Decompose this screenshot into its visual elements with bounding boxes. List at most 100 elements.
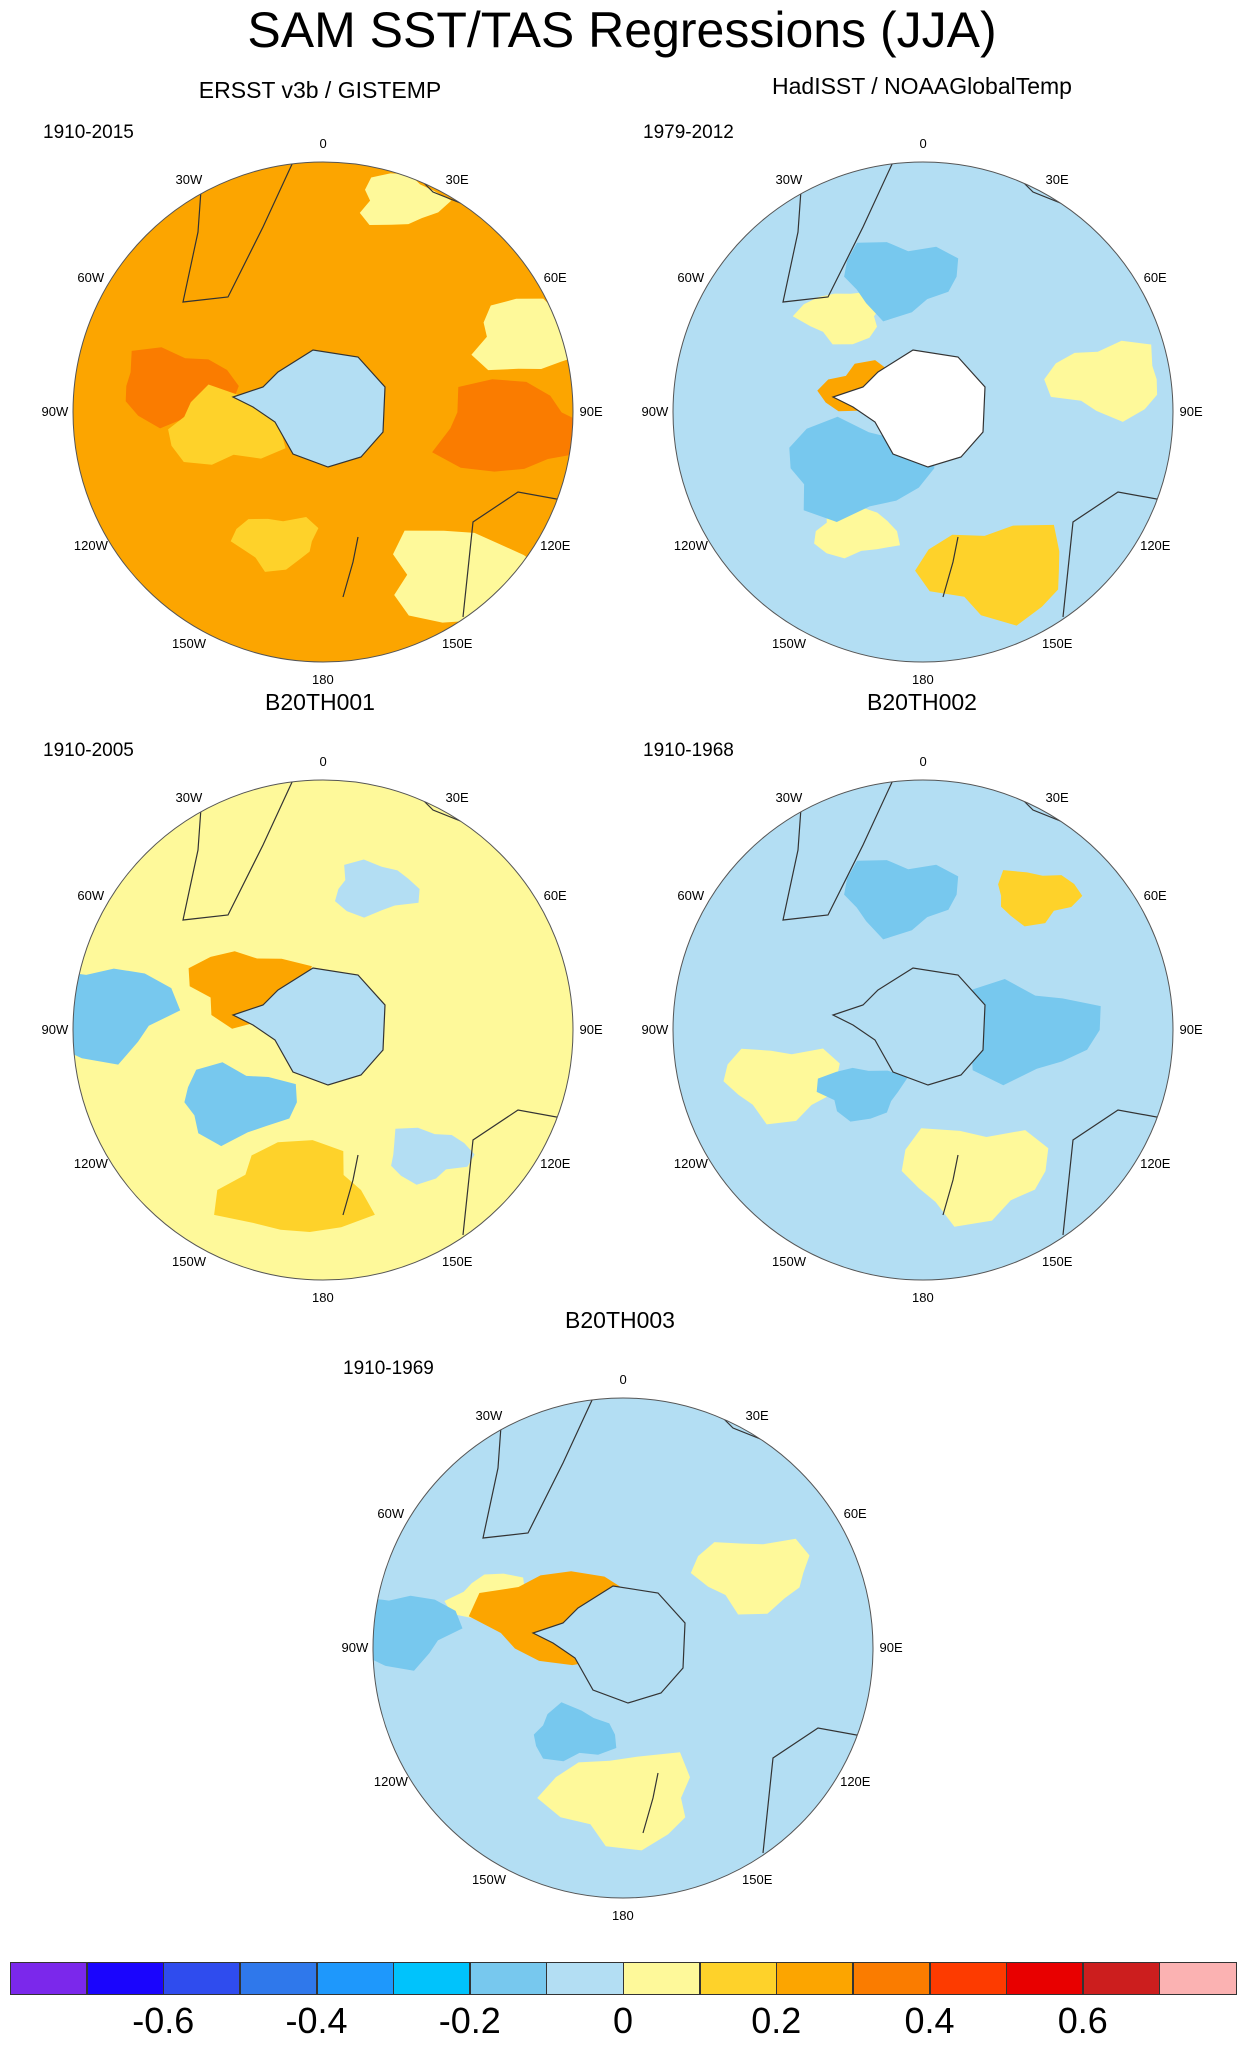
longitude-label: 180 xyxy=(912,1290,934,1305)
colorbar-swatch xyxy=(1006,1962,1084,1995)
contour-region xyxy=(901,1128,1049,1227)
new-zealand-coastline xyxy=(342,1154,359,1216)
longitude-label: 30W xyxy=(175,171,203,187)
longitude-label: 90W xyxy=(41,1022,69,1037)
longitude-label: 180 xyxy=(912,672,934,687)
colorbar-tick-label: -0.6 xyxy=(132,2000,195,2041)
longitude-label: 90W xyxy=(341,1640,369,1655)
longitude-label: 30E xyxy=(445,789,469,805)
colorbar-tick-label: 0 xyxy=(612,2000,634,2041)
longitude-label: 90E xyxy=(579,1022,603,1037)
contour-region xyxy=(1044,340,1158,422)
contour-region xyxy=(432,379,573,472)
contour-region xyxy=(816,1067,908,1122)
contour-region xyxy=(125,347,239,429)
contour-field xyxy=(673,780,1173,1280)
longitude-label: 30W xyxy=(775,789,803,805)
longitude-label: 90E xyxy=(1179,404,1203,419)
new-zealand-coastline xyxy=(942,1154,959,1216)
map-boundary xyxy=(72,161,574,663)
longitude-label: 60E xyxy=(543,270,567,285)
longitude-label: 30W xyxy=(775,171,803,187)
panel-title: ERSST v3b / GISTEMP xyxy=(198,77,442,103)
longitude-label: 60W xyxy=(677,888,705,903)
contour-region xyxy=(391,1127,475,1185)
south-america-coastline xyxy=(782,162,894,303)
antarctica-coastline xyxy=(831,967,986,1086)
longitude-label: 150E xyxy=(1042,1254,1073,1270)
contour-field xyxy=(373,1398,873,1898)
map-panel-ersst-gistemp: ERSST v3b / GISTEMP 1910-2015 0 30E 60E 90E… xyxy=(0,70,603,687)
longitude-label: 150E xyxy=(742,1872,773,1888)
new-zealand-coastline xyxy=(642,1772,659,1834)
australia-coastline xyxy=(762,1727,873,1854)
longitude-label: 0 xyxy=(919,754,927,769)
antarctica-coastline xyxy=(531,1585,686,1704)
colorbar-swatch xyxy=(852,1962,930,1995)
map-panel-hadisst-noaaglobaltemp: HadISST / NOAAGlobalTemp 1979-2012 0 30E 6… xyxy=(600,70,1203,687)
contour-region xyxy=(844,242,959,322)
antarctica-coastline xyxy=(231,349,386,468)
colorbar-swatch xyxy=(393,1962,471,1995)
antarctica-coastline xyxy=(831,349,986,468)
contour-region xyxy=(184,1062,297,1147)
polar-stereographic-map xyxy=(672,779,1174,1281)
map-panel-b20th003: B20TH003 1910-1969 0 30E 60E 90E 120E 150E 180… xyxy=(300,1306,903,1923)
longitude-label: 150E xyxy=(1042,636,1073,652)
longitude-label: 30W xyxy=(175,789,203,805)
longitude-label: 30E xyxy=(745,1407,769,1423)
colorbar-swatch xyxy=(469,1962,547,1995)
longitude-label: 150E xyxy=(442,1254,473,1270)
polar-stereographic-map xyxy=(372,1397,874,1899)
main-title: SAM SST/TAS Regressions (JJA) xyxy=(247,2,997,58)
contour-region xyxy=(723,1048,840,1125)
colorbar-tick-label: -0.4 xyxy=(285,2000,348,2041)
colorbar xyxy=(10,1962,1237,1997)
colorbar-swatch xyxy=(10,1962,88,1995)
longitude-label: 30E xyxy=(445,171,469,187)
longitude-label: 60E xyxy=(843,1506,867,1521)
panel-period: 1910-1968 xyxy=(643,740,734,761)
contour-region xyxy=(533,1702,617,1762)
colorbar-swatch xyxy=(776,1962,854,1995)
longitude-label: 120W xyxy=(73,1156,108,1171)
polar-stereographic-map xyxy=(72,161,574,663)
longitude-label: 90W xyxy=(41,404,69,419)
contour-region xyxy=(792,291,884,345)
longitude-label: 0 xyxy=(919,136,927,151)
new-zealand-coastline xyxy=(342,536,359,598)
colorbar-swatch xyxy=(239,1962,317,1995)
longitude-label: 120W xyxy=(673,538,708,553)
contour-region xyxy=(998,870,1083,927)
longitude-label: 120E xyxy=(1140,1156,1171,1171)
colorbar-tick-label: 0.4 xyxy=(904,2000,955,2041)
antarctica-coastline xyxy=(231,967,386,1086)
polar-stereographic-map xyxy=(672,161,1174,663)
panel-period: 1910-1969 xyxy=(343,1358,434,1379)
longitude-label: 60W xyxy=(377,1506,405,1521)
contour-field xyxy=(673,162,1173,662)
longitude-label: 60W xyxy=(77,888,105,903)
contour-region xyxy=(471,298,573,371)
south-america-coastline xyxy=(182,780,294,921)
colorbar-swatch xyxy=(1082,1962,1160,1995)
longitude-label: 150W xyxy=(772,636,806,652)
longitude-label: 150W xyxy=(472,1872,506,1888)
longitude-label: 120W xyxy=(373,1774,408,1789)
longitude-label: 180 xyxy=(312,1290,334,1305)
panel-title: HadISST / NOAAGlobalTemp xyxy=(772,73,1072,99)
map-boundary xyxy=(72,779,574,1281)
panel-period: 1910-2015 xyxy=(43,122,134,143)
australia-coastline xyxy=(1062,1109,1173,1236)
longitude-label: 0 xyxy=(319,136,327,151)
longitude-label: 90W xyxy=(641,404,669,419)
new-zealand-coastline xyxy=(942,536,959,598)
longitude-label: 30W xyxy=(475,1407,503,1423)
polar-stereographic-map xyxy=(72,779,574,1281)
longitude-label: 150W xyxy=(172,1254,206,1270)
contour-region xyxy=(214,1140,375,1232)
panel-period: 1979-2012 xyxy=(643,122,734,143)
contour-field xyxy=(73,780,573,1280)
map-boundary xyxy=(672,779,1174,1281)
longitude-label: 60E xyxy=(1143,270,1167,285)
